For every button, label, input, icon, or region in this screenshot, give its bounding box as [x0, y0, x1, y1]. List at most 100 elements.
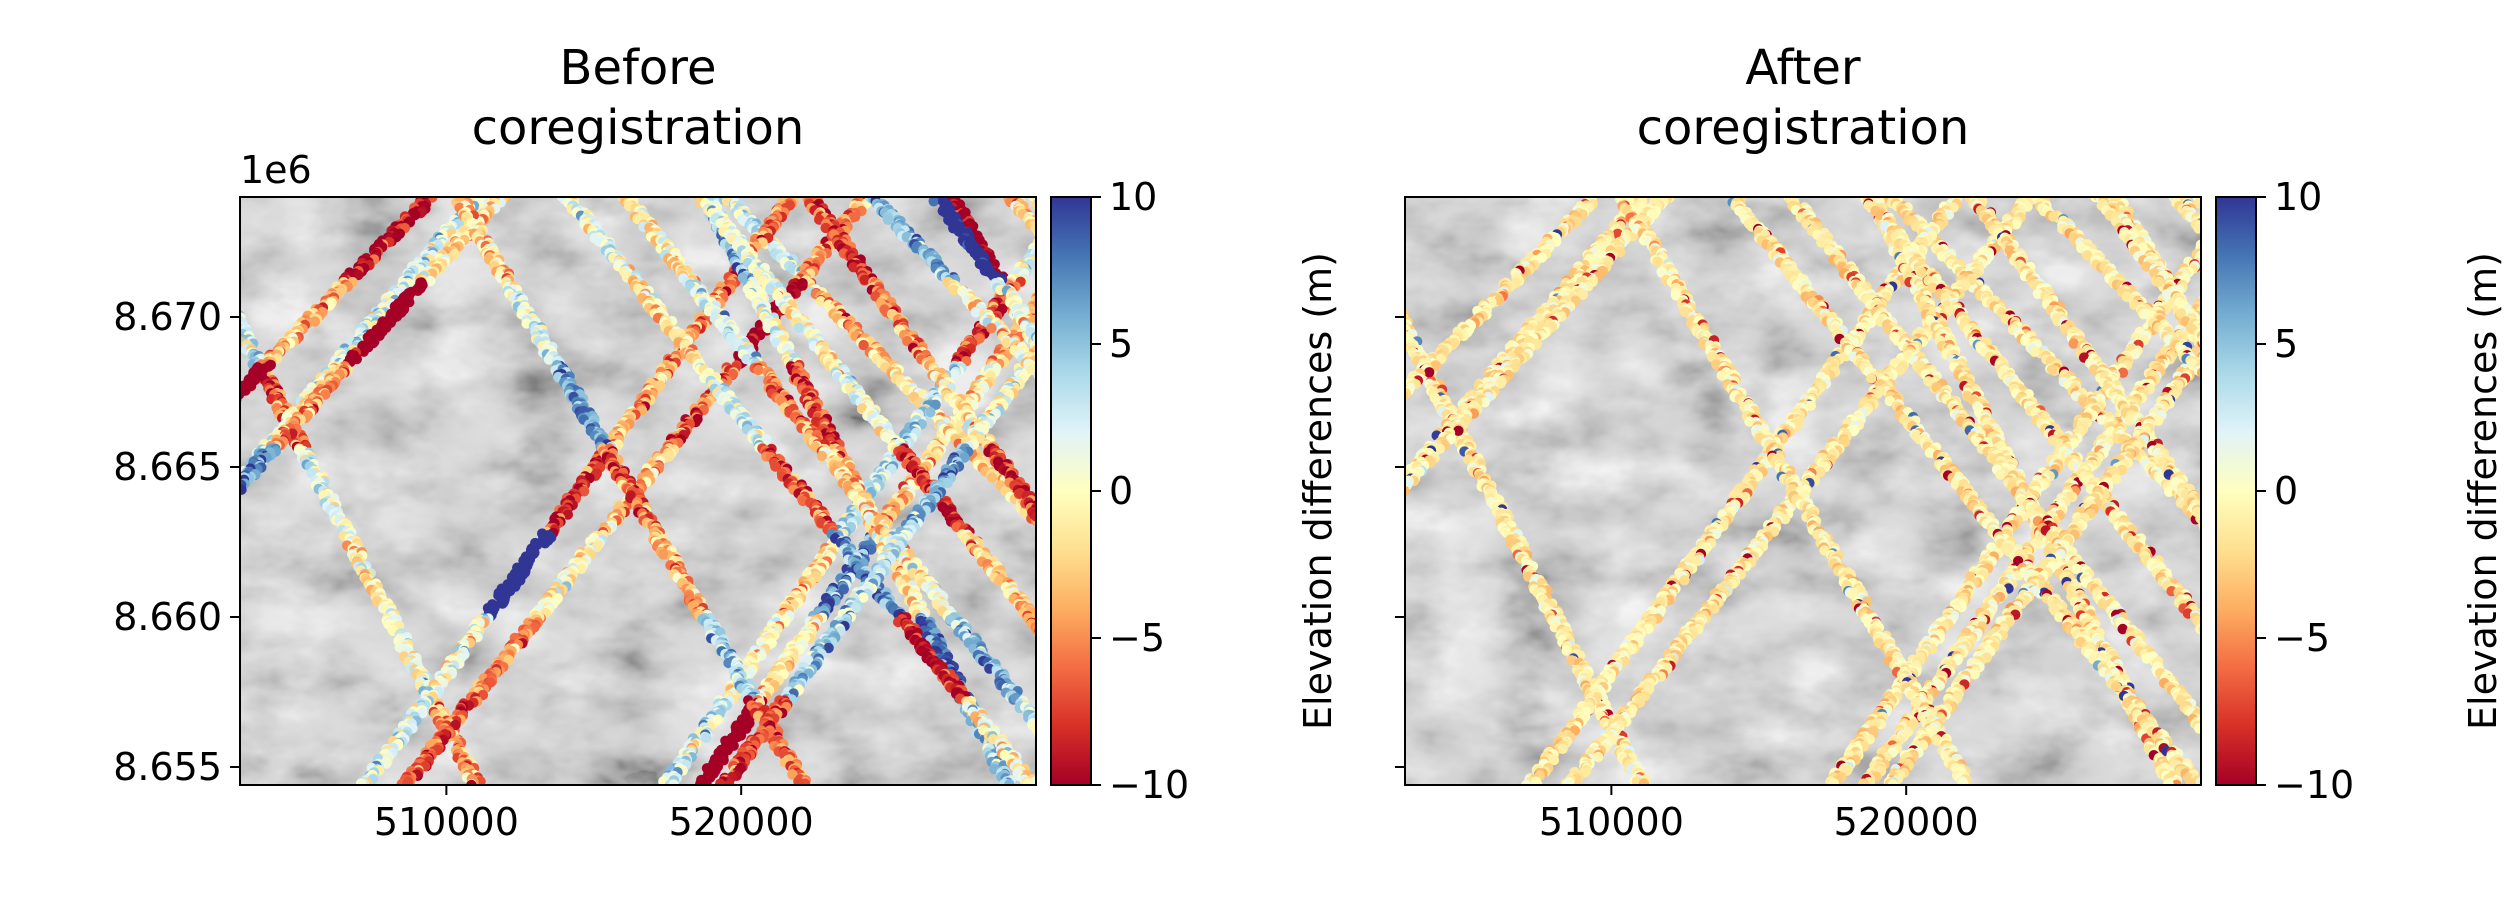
- data-point: [1187, 723, 1197, 733]
- data-point: [1214, 453, 1224, 463]
- data-point: [1142, 534, 1152, 544]
- data-point: [184, 230, 194, 240]
- data-point: [1178, 396, 1188, 406]
- data-point: [1202, 620, 1212, 630]
- data-point: [164, 205, 174, 215]
- data-point: [1243, 497, 1253, 507]
- data-point: [213, 278, 223, 288]
- data-point: [87, 306, 97, 316]
- data-point: [59, 360, 69, 370]
- data-point: [1339, 642, 1349, 652]
- data-point: [1216, 761, 1226, 771]
- data-point: [1356, 667, 1366, 677]
- data-point: [1178, 712, 1188, 722]
- data-point: [75, 325, 85, 335]
- data-point: [1165, 651, 1175, 661]
- data-point: [1145, 520, 1155, 530]
- data-point: [1276, 748, 1286, 758]
- data-point: [1211, 446, 1221, 456]
- data-point: [1261, 724, 1271, 734]
- data-point: [1175, 403, 1185, 413]
- data-point: [1108, 299, 1118, 309]
- data-point: [37, 385, 47, 395]
- data-point: [49, 367, 59, 377]
- data-point: [164, 191, 174, 201]
- data-point: [146, 219, 156, 229]
- data-point: [1383, 692, 1393, 702]
- data-point: [1096, 206, 1106, 216]
- data-point: [3, 434, 13, 444]
- data-point: [1168, 703, 1178, 713]
- data-point: [1259, 718, 1269, 728]
- data-point: [1212, 450, 1222, 460]
- data-point: [1170, 564, 1180, 574]
- data-point: [159, 210, 169, 220]
- data-point: [1234, 481, 1244, 491]
- data-point: [1155, 679, 1165, 689]
- data-point: [1163, 683, 1173, 693]
- data-point: [1161, 552, 1171, 562]
- data-point: [190, 235, 200, 245]
- data-point: [1209, 446, 1219, 456]
- data-point: [1100, 595, 1110, 605]
- data-point: [1100, 602, 1110, 612]
- data-point: [1203, 745, 1213, 755]
- data-point: [1214, 457, 1224, 467]
- data-point: [170, 196, 180, 206]
- data-point: [206, 259, 216, 269]
- data-point: [15, 424, 25, 434]
- data-point: [1135, 502, 1145, 512]
- data-point: [1208, 644, 1218, 654]
- data-point: [115, 277, 125, 287]
- data-point: [124, 259, 134, 269]
- data-point: [1176, 706, 1186, 716]
- data-point: [1169, 561, 1179, 571]
- data-point: [1276, 551, 1286, 561]
- data-point: [1284, 766, 1294, 776]
- data-point: [1209, 637, 1219, 647]
- data-point: [1243, 738, 1253, 748]
- data-point: [1224, 470, 1234, 480]
- data-point: [1032, 200, 1042, 210]
- data-point: [1233, 489, 1243, 499]
- data-point: [1099, 444, 1109, 454]
- data-point: [207, 275, 217, 285]
- data-point: [1212, 704, 1222, 714]
- data-point: [37, 388, 47, 398]
- data-point: [37, 389, 47, 399]
- data-point: [1091, 596, 1101, 606]
- data-point: [1262, 735, 1272, 745]
- data-point: [1172, 388, 1182, 398]
- data-point: [1225, 469, 1235, 479]
- data-point: [1182, 664, 1192, 674]
- data-point: [191, 249, 201, 259]
- data-point: [204, 254, 214, 264]
- data-point: [1231, 683, 1241, 693]
- data-point: [1154, 541, 1164, 551]
- data-point: [202, 257, 212, 267]
- data-point: [1228, 775, 1238, 785]
- data-point: [1156, 542, 1166, 552]
- data-point: [1092, 448, 1102, 458]
- data-point: [214, 280, 224, 290]
- data-point: [1206, 624, 1216, 634]
- data-point: [1143, 662, 1153, 672]
- data-point: [1157, 673, 1167, 683]
- data-point: [1114, 598, 1124, 608]
- data-point: [1242, 688, 1252, 698]
- data-point: [1268, 533, 1278, 543]
- data-point: [1146, 666, 1156, 676]
- data-point: [1259, 747, 1269, 757]
- data-point: [1097, 286, 1107, 296]
- data-point: [1227, 478, 1237, 488]
- data-point: [1241, 699, 1251, 709]
- data-point: [1092, 219, 1102, 229]
- data-point: [1184, 677, 1194, 687]
- data-point: [1264, 757, 1274, 767]
- data-point: [1177, 396, 1187, 406]
- data-point: [1242, 504, 1252, 514]
- data-point: [38, 380, 48, 390]
- data-point: [178, 226, 188, 236]
- data-point: [1041, 204, 1051, 214]
- data-point: [1223, 713, 1233, 723]
